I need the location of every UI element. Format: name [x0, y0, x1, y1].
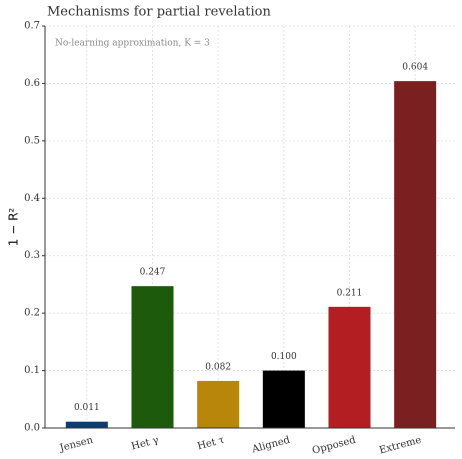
bar	[328, 306, 371, 428]
bar	[131, 286, 174, 428]
value-label: 0.211	[337, 288, 363, 298]
x-tick-label: Opposed	[311, 435, 357, 457]
bar	[197, 380, 240, 428]
y-axis-label: 1 − R²	[7, 208, 21, 247]
x-tick-label: Het γ	[130, 435, 160, 453]
y-tick-label: 0.5	[24, 135, 40, 146]
y-tick-label: 0.3	[24, 250, 40, 261]
value-label: 0.100	[271, 352, 297, 362]
y-tick-label: 0.2	[24, 308, 40, 319]
x-tick-label: Extreme	[378, 435, 423, 457]
y-tick-label: 0.4	[24, 193, 40, 204]
y-tick-label: 0.1	[24, 365, 40, 376]
value-label: 0.604	[402, 63, 428, 73]
x-tick-label: Het τ	[196, 435, 226, 453]
y-tick-label: 0.6	[24, 78, 40, 89]
y-tick-label: 0.0	[24, 423, 40, 434]
value-label: 0.082	[205, 362, 231, 372]
chart-title: Mechanisms for partial revelation	[47, 5, 271, 20]
value-label: 0.011	[74, 403, 100, 413]
annotation: No-learning approximation, K = 3	[55, 39, 210, 49]
value-label: 0.247	[140, 268, 166, 278]
x-tick-label: Aligned	[250, 435, 292, 456]
bar	[65, 421, 108, 428]
x-tick-label: Jensen	[58, 435, 95, 455]
bar	[394, 81, 437, 428]
y-tick-label: 0.7	[24, 21, 40, 32]
bar	[262, 370, 305, 428]
